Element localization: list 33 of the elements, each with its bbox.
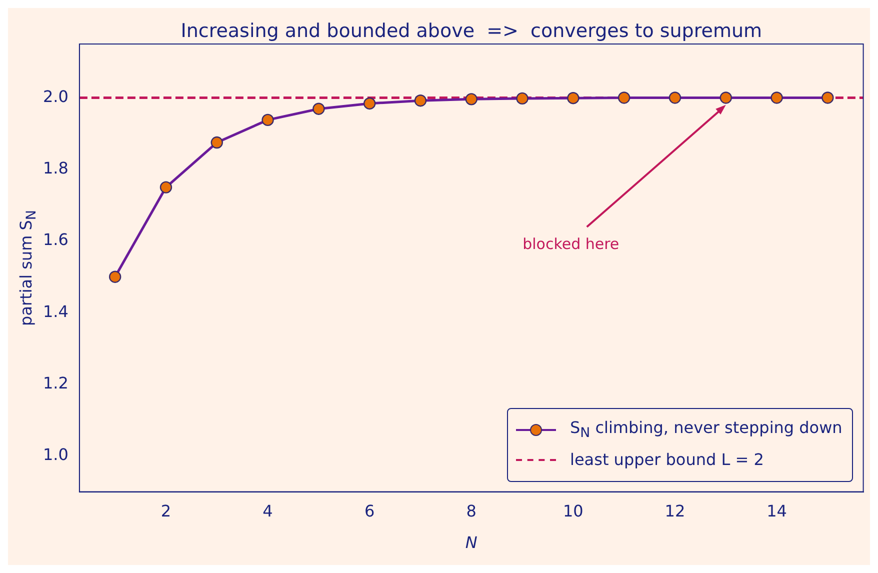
y-tick-label: 1.0: [42, 445, 68, 464]
y-tick-label: 1.6: [42, 230, 68, 250]
legend-label: least upper bound L = 2: [570, 450, 764, 470]
point: [668, 92, 682, 104]
y-tick-label: 2.0: [42, 86, 68, 106]
legend-label: S$_{N}$ climbing, never stepping down: [570, 418, 842, 442]
point: [770, 92, 783, 104]
y-tick-label: 1.4: [42, 302, 68, 321]
x-tick-label: 4: [262, 502, 273, 521]
point: [720, 92, 732, 104]
x-tick-label: 12: [664, 502, 686, 521]
x-tick-label: 14: [766, 502, 787, 521]
point: [160, 181, 172, 194]
x-tick-label: 6: [364, 502, 375, 521]
point: [363, 97, 376, 110]
point: [465, 93, 478, 106]
annotation: blocked here: [522, 234, 620, 253]
point: [312, 102, 325, 115]
point: [822, 92, 834, 104]
x-tick-label: 2: [160, 502, 172, 521]
point: [567, 92, 580, 104]
point: [108, 270, 122, 283]
point: [262, 114, 274, 126]
x-axis-title: N: [465, 532, 478, 552]
point: [618, 92, 630, 104]
point: [414, 94, 427, 107]
y-tick-label: 1.8: [42, 158, 68, 178]
point: [210, 136, 223, 149]
point: [516, 92, 528, 105]
x-tick-label: 10: [562, 502, 584, 521]
x-tick-label: 8: [466, 502, 476, 521]
chart-title: Increasing and bounded above => converges to supremum: [180, 20, 762, 42]
y-tick-label: 1.2: [42, 373, 68, 392]
